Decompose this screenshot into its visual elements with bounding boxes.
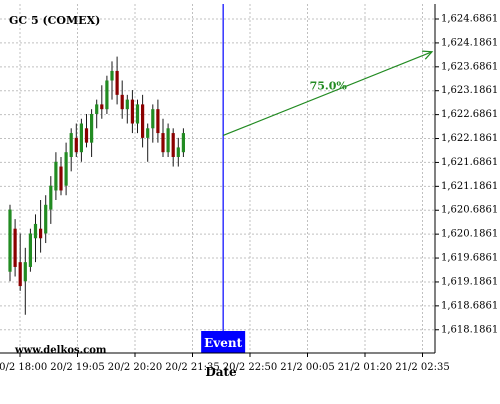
forecast-line [222,51,433,137]
candle-body [141,104,145,138]
candle-body [151,109,155,129]
event-label: Event [204,336,242,350]
candle-body [44,204,48,234]
y-tick-label: 1,618.6861 [441,300,498,311]
x-tick-label: 21/2 01:20 [338,362,392,373]
candle-body [28,233,32,267]
candle-body [95,104,99,114]
candle-body [59,166,63,191]
y-tick-label: 1,623.6861 [441,61,498,72]
candle-body [23,262,27,282]
y-tick-label: 1,620.1861 [441,229,498,240]
candle-body [84,128,89,143]
y-tick-label: 1,621.6861 [441,157,498,168]
chart-title: GC 5 (COMEX) [9,14,100,27]
candle-body [146,128,150,138]
candle-body [13,228,17,267]
candle-body [90,113,94,143]
candle-body [176,147,180,157]
y-tick-label: 1,620.6861 [441,205,498,216]
candle-body [125,99,129,110]
candle-body [135,104,140,124]
y-tick-label: 1,621.1861 [441,181,498,192]
y-tick-label: 1,624.1861 [441,37,498,48]
y-tick-label: 1,619.6861 [441,253,498,264]
y-tick-label: 1,624.6861 [441,14,498,25]
candle-body [33,223,38,239]
x-tick-label: 20/2 22:50 [223,362,277,373]
x-tick-label: 20/2 18:00 [0,362,47,373]
x-tick-label: 20/2 20:20 [108,362,162,373]
y-tick-label: 1,618.1861 [441,324,498,335]
x-axis-label: Date [205,365,237,379]
candle-body [156,109,160,134]
watermark: www.delkos.com [14,345,107,356]
y-tick-label: 1,623.1861 [441,85,498,96]
candle-body [64,152,68,186]
candle-body [100,104,104,110]
x-tick-label: 20/2 21:35 [165,362,219,373]
candle-body [49,185,53,210]
event-marker: Event [201,4,246,353]
candle-body [115,70,119,95]
y-tick-label: 1,619.1861 [441,276,498,287]
event-box [201,331,246,353]
candle-body [130,99,134,124]
forecast-arrow: 75.0% [222,50,434,137]
candle-body [54,161,58,191]
candle-body [166,128,170,153]
x-tick-label: 20/2 19:05 [50,362,104,373]
candles [8,56,185,315]
candle-body [79,123,83,153]
candle-body [18,262,22,287]
candle-body [120,94,124,110]
candle-body [39,228,43,239]
axes: 1,618.1861 1,618.6861 1,619.1861 1,619.6861… [0,4,498,373]
candle-body [69,133,73,157]
candle-body [8,209,12,272]
candle-body [171,133,175,157]
y-tick-label: 1,622.1861 [441,133,498,144]
x-tick-label: 21/2 00:05 [280,362,334,373]
y-tick-label: 1,622.6861 [441,109,498,120]
forecast-arrowhead [421,50,434,60]
x-tick-label: 21/2 02:35 [395,362,449,373]
forecast-label: 75.0% [310,80,348,93]
candle-body [110,70,114,81]
candle-body [74,137,78,153]
candle-body [181,133,185,153]
candle-body [105,80,109,110]
candle-body [161,133,165,153]
